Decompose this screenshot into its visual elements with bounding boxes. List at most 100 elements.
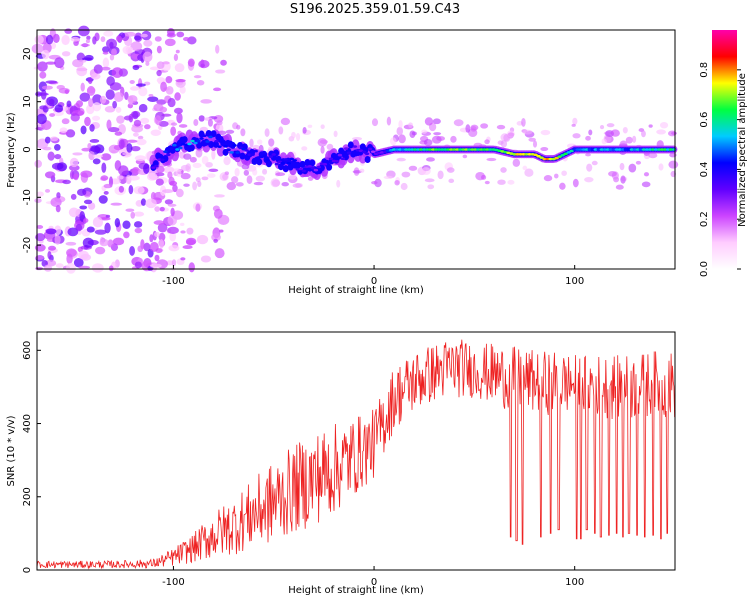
spectrogram-cell — [632, 135, 637, 143]
spectrogram-cell — [507, 179, 515, 185]
spectrogram-cell — [165, 85, 174, 95]
spectrogram-cell — [44, 136, 51, 144]
spectrogram-y-tick-label: -10 — [22, 189, 33, 205]
spectrogram-cell — [101, 162, 107, 173]
spectrogram-cell — [132, 65, 140, 71]
spectrogram-cell — [508, 132, 515, 137]
spectrogram-cell — [77, 25, 90, 37]
spectrogram-cell — [36, 191, 44, 197]
spectrogram-cell — [61, 51, 71, 57]
spectrogram-cell — [217, 145, 222, 148]
spectrogram-cell — [361, 150, 367, 154]
spectrogram-cell — [118, 185, 125, 193]
spectrogram-cell — [89, 139, 100, 143]
spectrogram-cell — [80, 43, 90, 47]
spectrogram-cell — [433, 132, 442, 136]
spectrogram-cell — [116, 175, 124, 180]
spectrogram-cell — [89, 123, 95, 132]
spectrogram-cell — [294, 161, 301, 169]
spectrogram-cell — [122, 152, 131, 156]
spectrogram-cell — [99, 236, 105, 245]
spectrogram-cell — [180, 257, 186, 261]
spectrogram-cell — [521, 152, 526, 156]
spectrogram-cell — [62, 179, 71, 185]
spectrogram-cell — [352, 170, 362, 174]
spectrogram-cell — [75, 59, 87, 63]
spectrogram-cell — [431, 148, 436, 151]
spectrogram-cell — [82, 237, 94, 248]
spectrogram-cell — [211, 142, 216, 146]
spectrogram-cell — [625, 136, 633, 144]
spectrogram-cell — [131, 125, 143, 133]
spectrogram-cell — [91, 115, 101, 121]
spectrogram-cell — [289, 157, 294, 161]
spectrogram-cell — [56, 162, 68, 172]
spectrogram-cell — [133, 186, 145, 195]
spectrogram-cell — [211, 149, 216, 160]
spectrogram-cell — [102, 46, 110, 53]
spectrogram-cell — [109, 54, 115, 61]
spectrogram-cell — [206, 173, 216, 178]
spectrogram-cell — [488, 148, 493, 151]
spectrogram-cell — [76, 100, 84, 108]
spectrogram-cell — [528, 137, 536, 142]
spectrogram-cell — [559, 182, 566, 190]
spectrogram-cell — [629, 148, 635, 151]
spectrogram-cell — [265, 160, 272, 168]
spectrogram-cell — [396, 126, 404, 136]
spectrogram-cell — [398, 120, 403, 129]
spectrogram-cell — [561, 170, 567, 176]
spectrogram-cell — [374, 178, 382, 188]
spectrogram-cell — [650, 148, 656, 151]
spectrogram-cell — [532, 140, 538, 148]
spectrogram-cell — [200, 99, 213, 104]
spectrogram-cell — [86, 226, 95, 233]
spectrogram-cell — [522, 129, 533, 135]
spectrogram-cell — [214, 248, 225, 259]
spectrogram-cell — [337, 153, 343, 157]
spectrogram-cell — [114, 218, 121, 228]
spectrogram-cell — [201, 155, 209, 165]
spectrogram-cell — [192, 162, 202, 169]
spectrogram-cell — [185, 237, 197, 246]
spectrogram-cell — [208, 135, 213, 139]
spectrogram-cell — [268, 155, 273, 158]
spectrogram-cell — [70, 113, 80, 122]
spectrogram-cell — [185, 163, 192, 173]
spectrogram-cell — [183, 183, 190, 187]
spectrogram-cell — [301, 169, 307, 173]
spectrogram-cell — [476, 148, 481, 151]
spectrogram-cell — [148, 93, 154, 97]
spectrogram-cell — [138, 103, 148, 113]
spectrogram-cell — [168, 244, 180, 252]
spectrogram-cell — [98, 195, 108, 204]
spectrogram-cell — [253, 181, 264, 186]
spectrogram-cell — [196, 139, 201, 143]
spectrogram-cell — [440, 148, 445, 151]
spectrogram-cell — [156, 45, 162, 54]
spectrogram-cell — [295, 132, 301, 141]
spectrogram-cell — [159, 206, 165, 212]
spectrogram-cell — [496, 124, 506, 130]
spectrogram-cell — [88, 98, 94, 108]
spectrogram-cell — [103, 30, 114, 37]
spectrogram-cell — [54, 57, 65, 69]
spectrogram-cell — [336, 179, 341, 188]
snr-y-tick-label: 200 — [22, 487, 33, 506]
spectrogram-cell — [158, 120, 169, 127]
spectrogram-cell — [596, 148, 601, 151]
spectrogram-cell — [497, 179, 506, 185]
spectrogram-cell — [158, 238, 164, 249]
spectrogram-cell — [641, 130, 646, 138]
spectrogram-cell — [548, 157, 553, 161]
spectrogram-cell — [319, 139, 328, 144]
spectrogram-cell — [118, 68, 128, 77]
spectrogram-cell — [668, 160, 679, 169]
spectrogram-cell — [423, 138, 433, 146]
spectrogram-cell — [160, 81, 167, 93]
spectrogram-cell — [223, 156, 231, 166]
spectrogram-cell — [154, 164, 159, 168]
spectrogram-cell — [167, 226, 179, 234]
spectrogram-cell — [620, 175, 626, 184]
spectrogram-cell — [301, 146, 308, 151]
